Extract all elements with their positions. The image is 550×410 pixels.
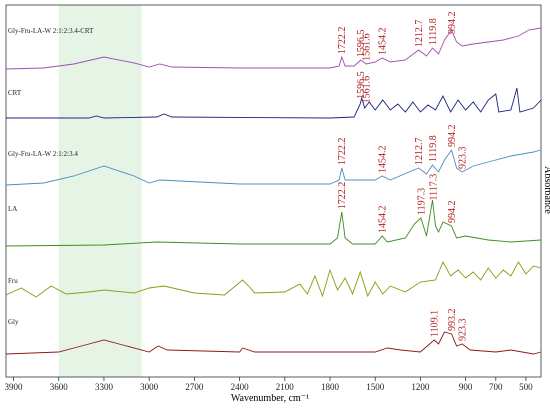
spectrum-line [5,331,542,355]
spectrum-line [5,148,542,186]
x-tick-label: 500 [519,382,533,392]
x-tick-label: 3900 [5,382,24,392]
peak-label: 923.3 [458,319,469,342]
x-axis-label: Wavenumber, cm⁻¹ [231,393,309,404]
peak-label: 1561.6 [361,76,372,104]
series-name: Gly [8,318,19,326]
spectrum-line [5,199,542,247]
y-axis-label: Absorbance [542,166,550,214]
x-tick-label: 1200 [411,382,430,392]
peak-label: 1454.2 [378,146,389,174]
peak-label: 1596.5 [356,71,367,99]
peak-label: 1722.2 [337,138,348,166]
highlight-band [58,5,142,377]
peak-label: 994.2 [447,125,458,148]
series-name: CRT [8,89,22,97]
spectrum-line [5,27,542,70]
peak-label: 993.2 [447,308,458,331]
x-tick-label: 2400 [231,382,250,392]
x-tick-label: 3300 [95,382,114,392]
peak-label: 1117.3 [428,174,439,201]
x-tick-label: 2700 [185,382,204,392]
peak-label: 1454.2 [378,206,389,234]
x-tick-label: 2100 [276,382,295,392]
peak-label: 1596.5 [356,30,367,58]
x-tick-label: 3000 [140,382,159,392]
series-name: Gly-Fru-LA-W 2:1:2:3.4-CRT [8,27,94,35]
peak-label: 1454.2 [378,28,389,56]
peak-label: 1722.2 [337,182,348,210]
peak-label: 994.2 [447,200,458,223]
series-name: Gly-Fru-LA-W 2:1:2:3.4 [8,150,78,158]
peak-label: 1197.3 [416,188,427,215]
x-tick-label: 900 [459,382,473,392]
peak-label: 923.3 [458,146,469,169]
peak-label: 994.2 [447,12,458,35]
peak-label: 1109.1 [430,310,441,337]
series-name: LA [8,205,17,213]
peak-label: 1119.8 [428,135,439,162]
spectrum-line [5,260,542,298]
peak-label: 1212.7 [414,20,425,48]
peak-label: 1561.6 [361,33,372,61]
plot-frame [5,4,542,378]
x-tick-label: 3600 [50,382,69,392]
spectrum-line [6,87,542,119]
series-name: Fru [8,277,18,285]
peak-label: 1119.8 [428,18,439,45]
x-tick-label: 1500 [366,382,385,392]
peak-label: 1722.2 [337,27,348,55]
x-tick-label: 700 [489,382,503,392]
x-tick-label: 1800 [321,382,340,392]
peak-label: 1212.7 [414,138,425,166]
